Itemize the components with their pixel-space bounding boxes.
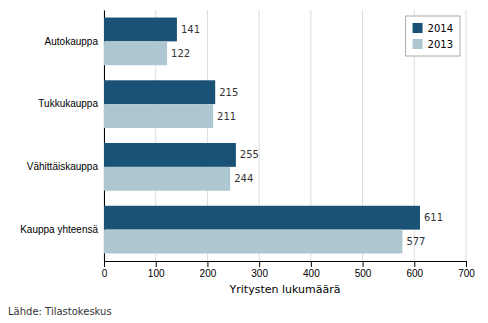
grid [104, 10, 466, 261]
y-tick-label: Vähittäiskauppa [27, 161, 99, 172]
x-tick-mark [207, 261, 208, 267]
bar [104, 41, 167, 65]
x-tick-label: 500 [355, 268, 372, 279]
plot: 0 100 200 300 400 500 600 700 Kauppa yhteensä Väh… [20, 10, 475, 296]
x-tick-label: 200 [200, 268, 217, 279]
data-label: 215 [219, 87, 238, 98]
x-tick-label: 100 [148, 268, 165, 279]
x-tick-mark [414, 261, 415, 267]
x-tick: 200 [200, 261, 217, 279]
x-tick-label: 300 [251, 268, 268, 279]
y-tick: Kauppa yhteensä [20, 224, 104, 235]
y-tick-label: Autokauppa [45, 36, 99, 47]
x-tick-mark [363, 261, 364, 267]
data-label: 611 [424, 212, 443, 223]
x-tick-mark [156, 261, 157, 267]
data-label: 244 [234, 173, 253, 184]
x-tick: 100 [148, 261, 165, 279]
legend-item: 2014 [413, 23, 453, 34]
x-tick-label: 600 [406, 268, 423, 279]
x-tick-label: 400 [303, 268, 320, 279]
x-tick: 600 [406, 261, 423, 279]
y-tick: Tukkukauppa [38, 98, 104, 109]
x-tick: 0 [102, 261, 108, 279]
bars [104, 18, 420, 254]
legend-label: 2014 [428, 23, 453, 34]
y-tick: Vähittäiskauppa [27, 161, 104, 172]
source: Lähde: Tilastokeskus [8, 306, 112, 317]
legend: 2014 2013 [406, 16, 460, 56]
x-tick: 300 [251, 261, 268, 279]
data-labels: 611 255 215 141 577 244 211 122 [171, 24, 443, 247]
legend-box [406, 16, 460, 56]
x-tick-mark [104, 261, 105, 267]
bar [104, 167, 230, 191]
legend-swatch [413, 39, 423, 49]
x-tick-label: 700 [458, 268, 475, 279]
bar [104, 18, 177, 42]
chart: 0 100 200 300 400 500 600 700 Kauppa yhteensä Väh… [0, 0, 488, 323]
x-tick-mark [311, 261, 312, 267]
x-axis-line [105, 262, 467, 268]
bar [104, 143, 236, 167]
x-tick-mark [259, 261, 260, 267]
bar [104, 104, 213, 128]
legend-swatch [413, 23, 423, 33]
y-axis: Kauppa yhteensä Vähittäiskauppa Tukkukaupp… [20, 11, 104, 262]
data-label: 211 [217, 111, 236, 122]
x-tick-mark [466, 261, 467, 267]
grid-line [466, 10, 467, 261]
x-tick: 500 [355, 261, 372, 279]
x-axis-title: Yritysten lukumäärä [229, 283, 341, 296]
x-axis: 0 100 200 300 400 500 600 700 [102, 261, 476, 279]
x-tick-label: 0 [102, 268, 108, 279]
legend-item: 2013 [413, 39, 453, 50]
y-tick: Autokauppa [45, 36, 104, 47]
y-tick-label: Kauppa yhteensä [20, 224, 98, 235]
data-label: 122 [171, 48, 190, 59]
legend-label: 2013 [428, 39, 453, 50]
data-label: 577 [406, 236, 425, 247]
bar [104, 230, 402, 254]
data-label: 255 [240, 149, 259, 160]
bar [104, 80, 215, 104]
x-tick: 700 [458, 261, 475, 279]
bar [104, 206, 420, 230]
x-tick: 400 [303, 261, 320, 279]
data-label: 141 [181, 24, 200, 35]
y-tick-label: Tukkukauppa [38, 98, 98, 109]
